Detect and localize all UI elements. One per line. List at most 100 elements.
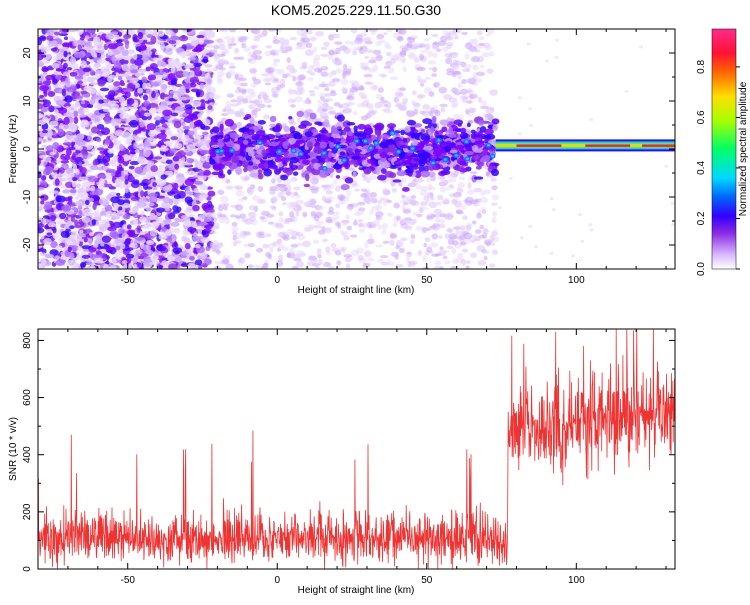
spectrogram-cell	[345, 95, 355, 101]
spectrogram-cell	[117, 92, 123, 98]
spectrogram-cell	[60, 160, 70, 164]
spectrogram-cell	[458, 176, 466, 180]
spectrogram-cell	[195, 90, 201, 98]
spectrogram-cell	[87, 135, 93, 141]
spectrogram-cell	[197, 175, 207, 181]
spectrogram-cell	[57, 43, 62, 50]
spectrogram-cell	[310, 158, 319, 164]
spectrogram-cell	[202, 131, 209, 136]
spectrogram-cell	[343, 253, 353, 258]
spectrogram-cell	[38, 223, 45, 228]
spectrogram-cell	[52, 141, 60, 150]
spectrogram-cell	[448, 211, 453, 219]
spectrogram-cell	[341, 232, 346, 237]
spectrogram-cell	[452, 64, 460, 71]
spectrogram-cell	[286, 57, 291, 64]
spectrogram-cell	[492, 229, 499, 237]
spectrogram-cell	[205, 245, 211, 252]
spectrogram-cell	[112, 215, 121, 220]
spectrogram-cell	[476, 30, 483, 36]
spectrogram-cell	[102, 70, 110, 78]
spectrogram-cell	[81, 254, 91, 259]
spectrogram-cell	[145, 88, 153, 95]
spectrogram-cell	[380, 96, 385, 101]
spectrogram-cell	[231, 226, 240, 232]
spectrogram-cell	[139, 210, 145, 216]
spectrogram-cell	[39, 155, 47, 159]
spectrogram-cell	[134, 166, 144, 174]
spectrogram-cell	[490, 242, 495, 246]
spectrogram-cell	[427, 60, 436, 65]
spectrogram-cell	[54, 178, 60, 186]
spectrogram-cell	[67, 246, 72, 253]
spectrogram-cell	[186, 205, 194, 209]
spectrogram-cell	[38, 114, 46, 118]
spectrogram-cell	[100, 33, 108, 41]
spectrogram-cell	[461, 31, 468, 36]
spectrogram-cell	[275, 68, 281, 75]
spectrogram-cell	[202, 48, 210, 54]
spectrogram-cell	[88, 131, 94, 137]
spectrogram-cell	[69, 252, 75, 260]
spectrogram-cell	[226, 38, 235, 45]
spectrogram-cell	[143, 112, 151, 117]
spectrogram-cell	[84, 199, 90, 206]
spectrogram-cell	[439, 223, 446, 229]
spectrogram-cell	[469, 252, 478, 259]
spectrogram-cell	[117, 76, 123, 81]
spectrogram-cell	[64, 154, 71, 161]
spectrogram-cell	[118, 58, 129, 65]
spectrogram-cell	[249, 184, 256, 190]
spectrogram-cell	[217, 70, 225, 77]
spectrogram-cell	[346, 225, 353, 231]
spectrogram-cell	[305, 201, 312, 206]
spectrogram-cell	[285, 190, 292, 197]
spectrogram-cell	[435, 81, 441, 88]
spectrogram-cell	[249, 205, 255, 211]
spectrogram-cell	[418, 208, 424, 214]
spectrogram-cell	[199, 82, 205, 90]
spectrogram-cell	[399, 50, 407, 56]
spectrogram-cell	[364, 99, 370, 104]
spectrogram-cell	[111, 257, 117, 265]
spectrogram-cell	[438, 235, 443, 239]
spectrogram-cell	[236, 95, 245, 102]
spectrogram-cell	[353, 110, 358, 116]
spectrogram-cell	[329, 158, 337, 163]
spectrogram-cell	[149, 62, 158, 70]
spectrogram-cell	[81, 183, 91, 189]
spectrogram-cell	[279, 78, 286, 86]
spectrogram-cell	[92, 243, 99, 248]
spectrogram-cell	[491, 202, 498, 206]
spectrogram-cell	[199, 194, 208, 200]
spectrogram-cell	[184, 64, 191, 70]
spectrogram-cell	[272, 61, 278, 67]
spectrogram-cell	[111, 55, 117, 64]
spectrogram-cell	[322, 262, 332, 267]
spectrogram-cell	[43, 237, 52, 246]
spectrogram-cell	[63, 36, 69, 41]
spectrogram-cell	[234, 47, 240, 54]
spectrogram-cell	[57, 128, 65, 137]
spectrogram-cell	[153, 99, 160, 104]
spectrogram-cell	[330, 242, 337, 249]
spectrogram-cell	[363, 175, 368, 180]
spectrogram-cell	[341, 86, 346, 92]
spectrogram-cell	[152, 181, 157, 187]
spectrogram-cell	[484, 250, 491, 254]
spectrogram-cell	[46, 232, 53, 236]
spectrogram-cell	[61, 88, 67, 97]
spectrogram-cell	[403, 225, 413, 231]
spectrogram-cell	[133, 52, 138, 60]
spectrogram-cell	[198, 52, 207, 56]
spectrogram-cell	[95, 73, 101, 79]
spectrogram-cell	[439, 186, 446, 193]
spectrogram-cell	[301, 37, 311, 43]
spectrogram-cell	[38, 78, 47, 82]
spectrogram-cell	[266, 104, 272, 108]
spectrogram-cell	[172, 183, 177, 189]
spectrogram-cell	[90, 48, 97, 56]
spectrogram-cell	[197, 255, 202, 260]
spectrogram-cell	[47, 91, 56, 97]
spectrogram-cell	[98, 197, 107, 206]
